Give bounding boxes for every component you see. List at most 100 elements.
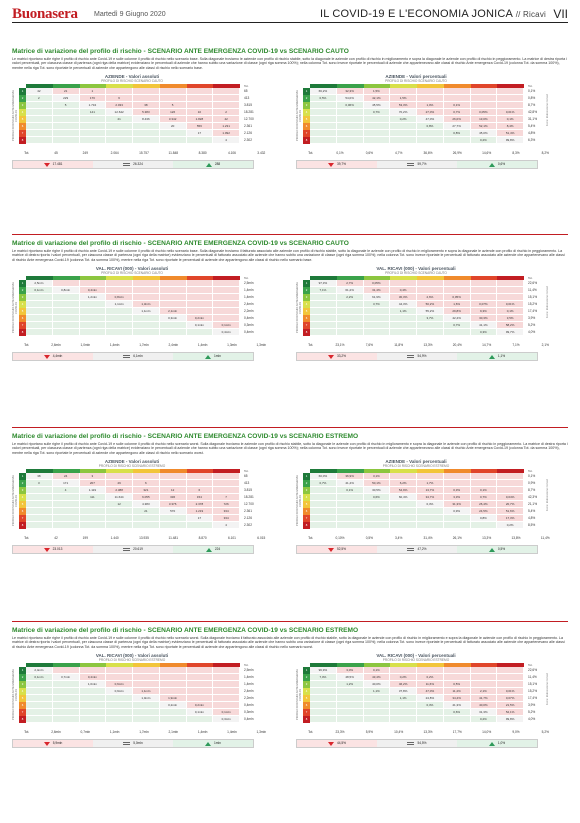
matrix-cell: 42 bbox=[213, 116, 240, 123]
matrix-cell bbox=[497, 95, 524, 102]
matrix-cell bbox=[336, 116, 364, 123]
column-class-3 bbox=[363, 276, 391, 280]
matrix-cell: 111 bbox=[79, 494, 107, 501]
matrix-cell bbox=[336, 137, 364, 144]
row-class-8: 8 bbox=[303, 329, 310, 336]
row-axis-label: PROFILO DI RISCHIO ANTE EMERGENZA COVID-… bbox=[296, 90, 302, 142]
summary-bar: 44,5% 54,5% 1,0% bbox=[296, 739, 538, 748]
matrix-cell: 29 bbox=[106, 480, 133, 487]
matrix-cell bbox=[106, 473, 133, 480]
column-class-2 bbox=[52, 663, 80, 667]
matrix-cell bbox=[79, 315, 107, 322]
column-total-value: 13,3% bbox=[423, 343, 433, 347]
column-total-value: 31,4% bbox=[423, 536, 433, 540]
matrix-cell bbox=[133, 137, 160, 144]
row-total-value: 2.302 bbox=[244, 138, 252, 142]
column-total-value: 11,4% bbox=[540, 536, 550, 540]
matrix-cell: 1,6% bbox=[443, 301, 471, 308]
matrix-cell bbox=[417, 130, 444, 137]
matrix-cell bbox=[26, 515, 53, 522]
matrix-cell: 30,3% bbox=[470, 315, 498, 322]
matrix-row: 2 229 176 6 bbox=[26, 95, 240, 102]
matrix-cell bbox=[159, 681, 187, 688]
row-total-value: 22,6% bbox=[528, 668, 538, 672]
row-total-value: 3,9% bbox=[528, 316, 536, 320]
row-total-value: 3.815 bbox=[244, 488, 252, 492]
row-total-value: 5,2% bbox=[528, 323, 536, 327]
row-class-3: 3 bbox=[19, 294, 26, 301]
matrix-cell bbox=[443, 480, 471, 487]
matrix-grid: Tot. PROFILO DI RISCHIO ANTE EMERGENZA CO… bbox=[12, 469, 254, 533]
newspaper-logo[interactable]: Buonasera bbox=[12, 6, 78, 22]
matrix-cell: 7,0% bbox=[310, 674, 337, 681]
matrix-cell bbox=[106, 674, 133, 681]
row-total-value: 21,1% bbox=[528, 502, 538, 506]
summary-miglioramento: 288 bbox=[173, 161, 253, 168]
matrix-cell bbox=[133, 322, 160, 329]
column-class-7 bbox=[470, 84, 498, 88]
matrix-cell bbox=[470, 280, 498, 287]
matrix-cell: 4 bbox=[52, 487, 80, 494]
matrix-cell bbox=[213, 88, 240, 95]
matrix-cell: 11,6% bbox=[417, 681, 444, 688]
total-column-label: Tot. bbox=[244, 276, 249, 280]
row-class-3: 3 bbox=[303, 294, 310, 301]
matrix-cell: 2.388 bbox=[106, 487, 133, 494]
matrix-cell: 26,0% bbox=[443, 116, 471, 123]
matrix-cell bbox=[497, 287, 524, 294]
matrix-cell bbox=[52, 508, 80, 515]
matrix-cell bbox=[443, 95, 471, 102]
total-column-label: Tot. bbox=[244, 663, 249, 667]
matrix-cells: 42 21 1 2 229 176 6 5 1.734 2.033 38 5 141 12.642 5.38… bbox=[26, 88, 240, 144]
column-totals-label: Tot. bbox=[24, 151, 30, 155]
column-header-scale bbox=[26, 469, 240, 473]
column-total-value: 1.440 bbox=[110, 536, 119, 540]
matrix-cell bbox=[26, 709, 53, 716]
matrix-cell: 6.055 bbox=[133, 494, 160, 501]
matrix-cell bbox=[52, 702, 80, 709]
matrix-cell: 3,7% bbox=[363, 301, 391, 308]
matrix-cell: 126 bbox=[159, 109, 187, 116]
summary-bar: 39,7% 59,7% 0,6% bbox=[296, 160, 538, 169]
column-class-1 bbox=[26, 84, 53, 88]
column-header-scale bbox=[310, 84, 524, 88]
row-total-value: 2.302 bbox=[244, 523, 252, 527]
improved-icon bbox=[205, 162, 212, 167]
column-class-8 bbox=[213, 84, 240, 88]
matrix-row: 0,7% 70,2% 27,0% 0,7% 0,05% 0,01% bbox=[310, 109, 524, 116]
matrix-grid: Tot. PROFILO DI RISCHIO ANTE EMERGENZA CO… bbox=[296, 663, 537, 727]
matrix-cell bbox=[159, 480, 187, 487]
summary-stabile: 54,9% bbox=[377, 353, 457, 360]
matrix-cell bbox=[497, 681, 524, 688]
matrix-cell bbox=[133, 515, 160, 522]
section-tables: VAL. RICAVI (000) - Valori assoluti PROFI… bbox=[12, 266, 568, 362]
matrix-cell: 7,1% bbox=[310, 287, 337, 294]
column-class-1 bbox=[26, 663, 53, 667]
matrix-row: 38 24 3 bbox=[26, 473, 240, 480]
matrix-cell: 0,2mln bbox=[159, 702, 187, 709]
matrix-cell: 12.642 bbox=[106, 109, 133, 116]
column-totals-row: Tot. 2,6mln 0,7mln 1,1mln 1,7mln 2,1mln 1,4mln… bbox=[12, 730, 276, 734]
worsened-icon bbox=[43, 547, 50, 552]
matrix-cell bbox=[133, 716, 160, 723]
matrix-row: 0,3% 31,3% 26,4% 20,7% bbox=[310, 501, 524, 508]
matrix-cell bbox=[417, 667, 444, 674]
matrix-cell bbox=[106, 308, 133, 315]
matrix-cell bbox=[79, 280, 107, 287]
matrix-cell: 0,8mln bbox=[106, 294, 133, 301]
matrix-cell bbox=[336, 716, 364, 723]
matrix-cell: 1.119 bbox=[79, 487, 107, 494]
matrix-cell bbox=[417, 280, 444, 287]
column-class-2 bbox=[336, 663, 364, 667]
column-header-scale bbox=[310, 276, 524, 280]
matrix-cell bbox=[186, 522, 214, 529]
column-total-value: 11.481 bbox=[168, 536, 179, 540]
row-class-2: 2 bbox=[19, 480, 26, 487]
column-total-value: 199 bbox=[82, 536, 88, 540]
matrix-cell: 30,5% bbox=[363, 487, 391, 494]
matrix-grid: Tot. PROFILO DI RISCHIO ANTE EMERGENZA CO… bbox=[12, 663, 254, 727]
row-total-value: 5,4% bbox=[528, 124, 536, 128]
matrix-cell bbox=[79, 301, 107, 308]
matrix-cell bbox=[390, 667, 417, 674]
